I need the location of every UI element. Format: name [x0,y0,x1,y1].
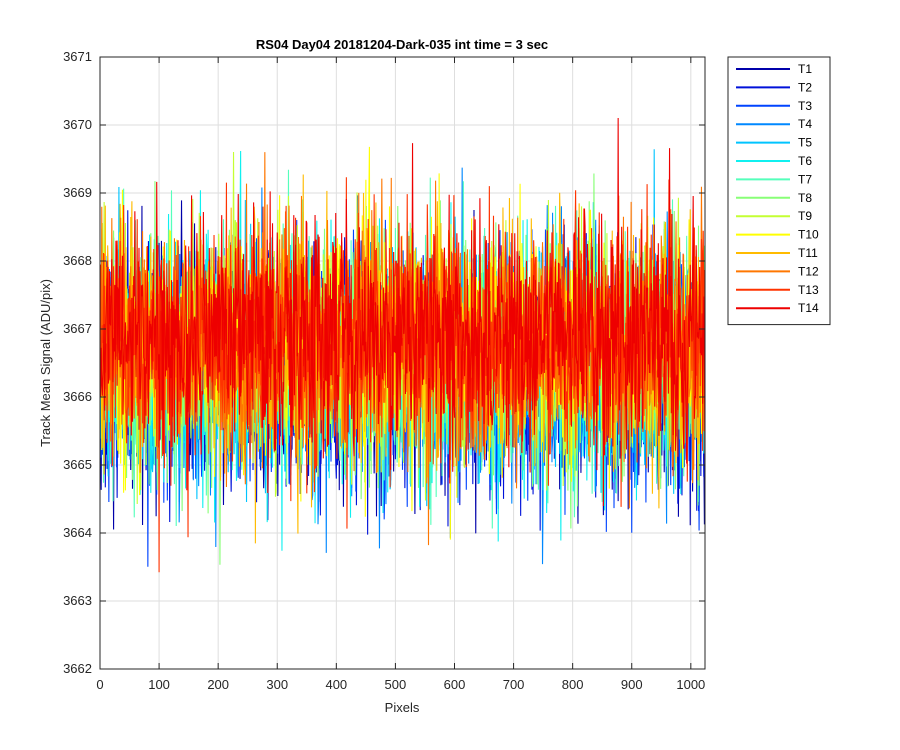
legend-item-t8: T8 [736,191,812,205]
x-tick-label: 900 [621,677,643,692]
series-group [100,118,705,573]
legend-label: T13 [798,283,819,297]
y-tick-label: 3663 [63,593,92,608]
y-tick-label: 3662 [63,661,92,676]
y-tick-label: 3668 [63,253,92,268]
chart-title: RS04 Day04 20181204-Dark-035 int time = … [256,37,548,52]
y-tick-label: 3670 [63,117,92,132]
x-tick-label: 600 [444,677,466,692]
legend-label: T11 [798,246,818,260]
legend-item-t10: T10 [736,228,819,242]
axis-ticks [99,56,705,670]
x-tick-label: 800 [562,677,584,692]
legend-label: T1 [798,62,812,76]
y-tick-label: 3666 [63,389,92,404]
legend-item-t1: T1 [736,62,812,76]
x-tick-label: 0 [96,677,103,692]
x-axis-label: Pixels [385,700,420,715]
legend-label: T5 [798,136,812,150]
legend-item-t12: T12 [736,264,819,278]
legend-item-t9: T9 [736,209,812,223]
y-axis-label: Track Mean Signal (ADU/pix) [38,279,53,447]
legend-label: T10 [798,228,819,242]
legend-item-t5: T5 [736,136,812,150]
x-tick-label: 100 [148,677,170,692]
y-tick-label: 3669 [63,185,92,200]
y-tick-label: 3664 [63,525,92,540]
y-tick-label: 3667 [63,321,92,336]
legend-item-t4: T4 [736,117,812,131]
legend-label: T9 [798,209,812,223]
legend-box [727,56,831,326]
legend-label: T14 [798,301,819,315]
legend-item-t2: T2 [736,80,812,94]
legend-label: T7 [798,172,812,186]
legend-item-t7: T7 [736,172,812,186]
legend-label: T4 [798,117,812,131]
legend-label: T2 [798,80,812,94]
legend: T1 T2 T3 T4 T5 T6 T7 T8 T9 T10 T11 T12 T13 T14 [727,56,831,326]
plot-area-frame [99,56,706,670]
legend-label: T6 [798,154,812,168]
x-tick-label: 500 [385,677,407,692]
y-tick-labels: 3662 3663 3664 3665 3666 3667 3668 3669 3670 3671 [63,49,92,676]
y-tick-label: 3665 [63,457,92,472]
x-tick-label: 400 [325,677,347,692]
x-tick-label: 1000 [676,677,705,692]
x-tick-label: 200 [207,677,229,692]
y-tick-label: 3671 [63,49,92,64]
x-tick-label: 300 [266,677,288,692]
legend-item-t3: T3 [736,99,812,113]
legend-item-t14: T14 [736,301,819,315]
series-line-t14 [100,118,705,507]
legend-item-t11: T11 [736,246,818,260]
legend-label: T8 [798,191,812,205]
x-tick-label: 700 [503,677,525,692]
legend-label: T3 [798,99,812,113]
legend-item-t6: T6 [736,154,812,168]
legend-label: T12 [798,264,819,278]
x-tick-labels: 0 100 200 300 400 500 600 700 800 900 1000 [96,677,705,692]
legend-item-t13: T13 [736,283,819,297]
